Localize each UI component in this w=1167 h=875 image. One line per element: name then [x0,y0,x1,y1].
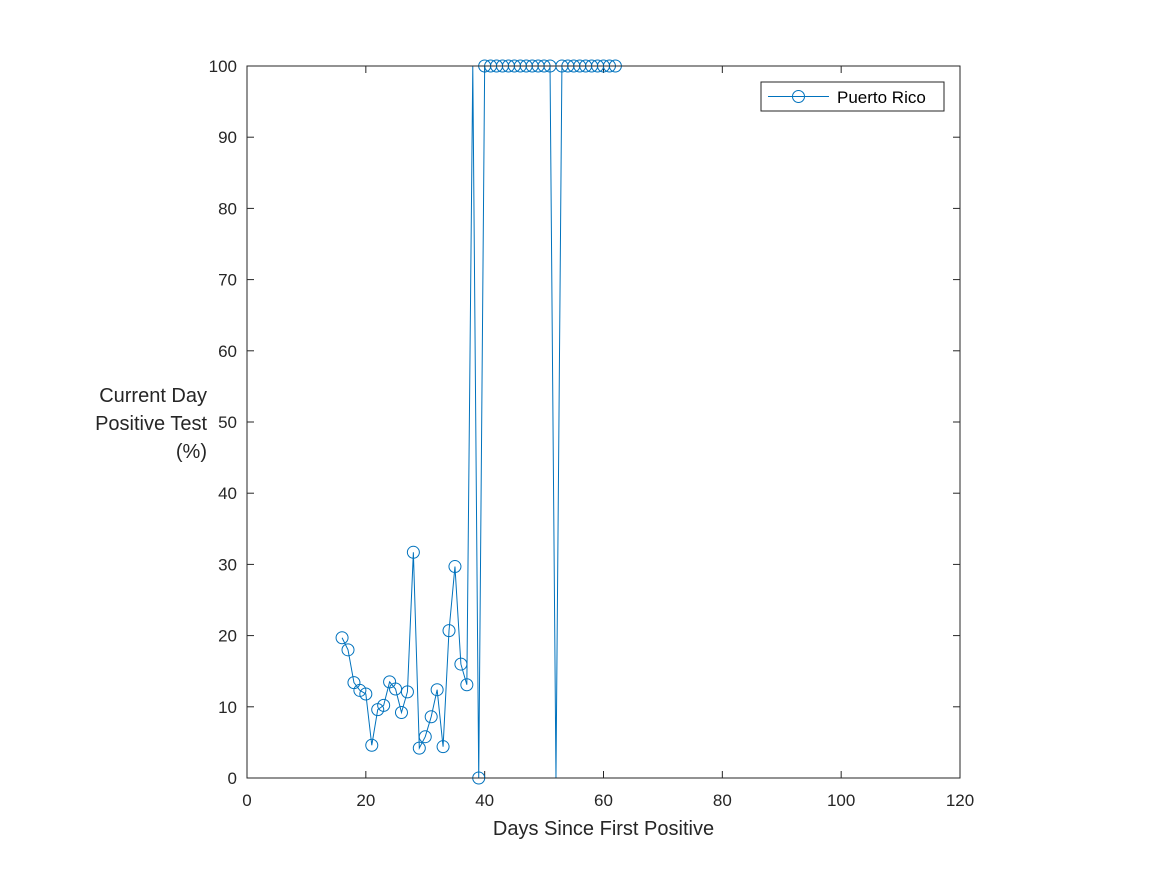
data-point [460,678,474,692]
plot-area [247,66,960,778]
legend: Puerto Rico [760,81,945,112]
axes-box [246,65,961,779]
legend-marker [792,90,805,103]
data-point [341,643,355,657]
x-tick-label: 80 [713,791,732,810]
data-point [389,682,403,696]
data-point [430,683,444,697]
data-point [377,698,391,712]
data-point [365,738,379,752]
x-tick-label: 40 [475,791,494,810]
data-point [412,741,426,755]
y-axis-title-line-1: Current Day [99,385,207,407]
y-axis-title-line-2: Positive Test [95,413,207,435]
data-point [448,560,462,574]
data-point [418,730,432,744]
y-tick-label: 80 [218,199,237,218]
x-axis-title: Days Since First Positive [493,818,714,840]
y-tick-label: 100 [209,57,237,76]
x-tick-label: 120 [946,791,974,810]
y-tick-label: 30 [218,555,237,574]
data-point [424,710,438,724]
y-tick-label: 60 [218,342,237,361]
y-tick-label: 10 [218,698,237,717]
data-point [335,631,349,645]
data-point [454,657,468,671]
y-tick-label: 40 [218,484,237,503]
data-point [359,687,373,701]
y-tick-label: 70 [218,271,237,290]
tick-labels: 0 20 40 60 80 100 120 0 10 20 30 40 50 60 70 80 90 100 [209,57,975,810]
y-tick-label: 50 [218,413,237,432]
y-tick-label: 0 [228,769,237,788]
x-tick-label: 0 [242,791,251,810]
data-point [406,545,420,559]
data-point [394,705,408,719]
data-point [436,740,450,754]
x-tick-label: 60 [594,791,613,810]
y-axis-title-line-3: (%) [176,441,207,463]
x-tick-label: 100 [827,791,855,810]
legend-box [760,81,945,112]
data-point [400,685,414,699]
y-tick-label: 20 [218,627,237,646]
data-point [442,624,456,638]
x-tick-label: 20 [356,791,375,810]
legend-label: Puerto Rico [837,88,926,107]
y-tick-label: 90 [218,128,237,147]
